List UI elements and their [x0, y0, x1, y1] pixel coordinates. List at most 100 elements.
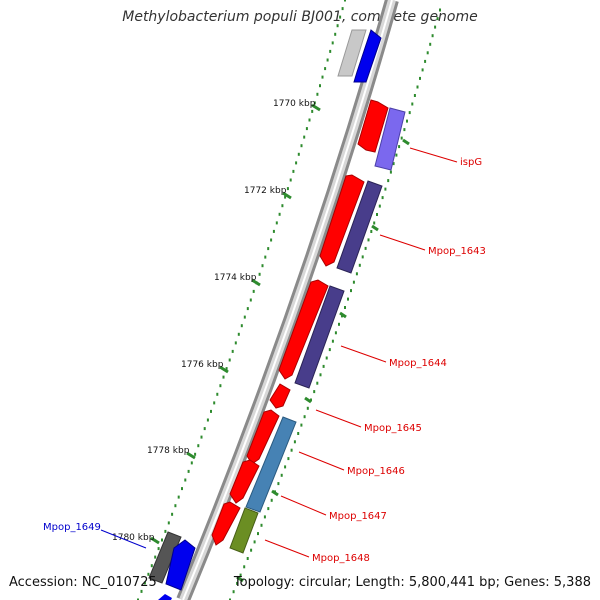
ruler-dot — [400, 136, 403, 140]
ruler-dot — [398, 145, 401, 149]
outer-ticks — [236, 138, 410, 583]
ruler-dot — [339, 15, 342, 19]
ruler-dot — [263, 515, 266, 519]
gene-Mpop_1643[interactable] — [336, 180, 383, 274]
gene-block-red-4[interactable] — [211, 501, 241, 546]
gene-label-Mpop_1643[interactable]: Mpop_1643 — [428, 246, 486, 257]
ruler-dot — [331, 339, 334, 343]
ruler-dot — [140, 589, 143, 593]
major-tick-1772 — [282, 191, 292, 200]
ruler-dot — [206, 418, 209, 422]
ruler-dot — [272, 229, 275, 233]
ruler-dot — [373, 221, 376, 225]
ruler-dot — [228, 358, 231, 362]
ruler-dot — [408, 111, 411, 115]
ruler-dot — [308, 118, 311, 122]
gene-block-blue-bottom-2[interactable] — [158, 594, 172, 600]
ruler-dot — [236, 581, 239, 585]
ruler-dot — [260, 523, 263, 527]
gene-label-Mpop_1647[interactable]: Mpop_1647 — [329, 511, 387, 522]
ruler-dot — [137, 598, 139, 600]
major-tick-1770 — [311, 103, 321, 112]
ruler-dot — [434, 25, 437, 29]
ruler-dot — [419, 76, 421, 80]
ruler-dot — [392, 162, 395, 166]
ruler-dot — [436, 17, 439, 21]
ruler-dot — [143, 581, 146, 585]
ruler-dot — [257, 532, 259, 536]
ruler-dot — [203, 427, 206, 431]
gene-block-red-2[interactable] — [319, 174, 365, 267]
ruler-dot — [367, 238, 370, 242]
ruler-dot — [319, 84, 321, 88]
ruler-dot — [289, 178, 292, 182]
gene-Mpop_1647[interactable] — [229, 459, 260, 504]
ruler-dot — [439, 8, 441, 12]
gene-label-Mpop_1644[interactable]: Mpop_1644 — [389, 358, 447, 369]
major-tick-1776 — [219, 365, 229, 374]
gene-block-blue-top[interactable] — [353, 29, 382, 83]
gene-label-Mpop_1645[interactable]: Mpop_1645 — [364, 423, 422, 434]
ruler-dot — [295, 161, 298, 165]
gene-label-Mpop_1646[interactable]: Mpop_1646 — [347, 466, 405, 477]
ruler-dot — [403, 128, 406, 132]
ruler-dot — [275, 221, 278, 225]
ruler-dot — [250, 548, 253, 552]
ruler-dot — [326, 58, 329, 62]
ruler-dot — [184, 478, 187, 482]
scale-label-1774: 1774 kbp — [214, 273, 257, 283]
ruler-dot — [411, 102, 414, 106]
gene-Mpop_1644[interactable] — [294, 285, 345, 389]
ruler-dot — [319, 373, 322, 377]
ruler-dot — [313, 101, 316, 105]
inner-ruler — [137, 0, 346, 600]
gene-ispG[interactable] — [374, 107, 406, 171]
ruler-dot — [338, 322, 340, 326]
ruler-dot — [278, 212, 281, 216]
gene-Mpop_1649[interactable] — [148, 531, 182, 584]
scale-label-1772: 1772 kbp — [244, 186, 287, 196]
gene-block-blue-bottom[interactable] — [165, 539, 196, 591]
ruler-dot — [325, 356, 328, 360]
ruler-dot — [147, 572, 150, 576]
ruler-dot — [334, 32, 337, 36]
gene-block-steel[interactable] — [245, 416, 297, 513]
ruler-dot — [395, 153, 398, 157]
gene-label-Mpop_1648[interactable]: Mpop_1648 — [312, 553, 370, 564]
gene-Mpop_1648[interactable] — [229, 507, 259, 554]
scale-label-1780: 1780 kbp — [112, 533, 155, 543]
ruler-dot — [355, 272, 358, 276]
ruler-dot — [300, 423, 303, 427]
gene-block-red-3[interactable] — [278, 279, 329, 380]
ruler-dot — [167, 521, 170, 525]
major-tick-1780 — [150, 536, 160, 545]
scale-label-1776: 1776 kbp — [181, 360, 224, 370]
ruler-dot — [194, 452, 197, 456]
ruler-dot — [316, 381, 319, 385]
ruler-dot — [239, 573, 242, 577]
backbone — [176, 0, 399, 600]
ruler-dot — [416, 85, 419, 89]
ruler-dot — [150, 564, 153, 568]
ruler-dot — [328, 348, 331, 352]
ruler-dot — [177, 495, 180, 499]
ruler-dot — [421, 68, 424, 72]
gene-block-silver-top[interactable] — [337, 29, 367, 77]
gene-block-red-1[interactable] — [357, 99, 389, 153]
ruler-dot — [306, 406, 309, 410]
gene-label-ispG[interactable]: ispG — [460, 157, 482, 168]
ruler-dot — [281, 204, 284, 208]
ruler-dot — [267, 247, 270, 251]
ruler-dot — [174, 504, 177, 508]
ruler-dot — [406, 119, 408, 123]
ruler-dot — [157, 547, 160, 551]
ruler-dot — [197, 444, 200, 448]
gene-Mpop_1645[interactable] — [269, 383, 291, 409]
ruler-dot — [237, 332, 240, 336]
gene-label-Mpop_1649[interactable]: Mpop_1649 — [43, 522, 101, 533]
ruler-dot — [293, 440, 296, 444]
ruler-dot — [311, 109, 314, 113]
ruler-dot — [303, 135, 306, 139]
ruler-dot — [286, 187, 289, 191]
